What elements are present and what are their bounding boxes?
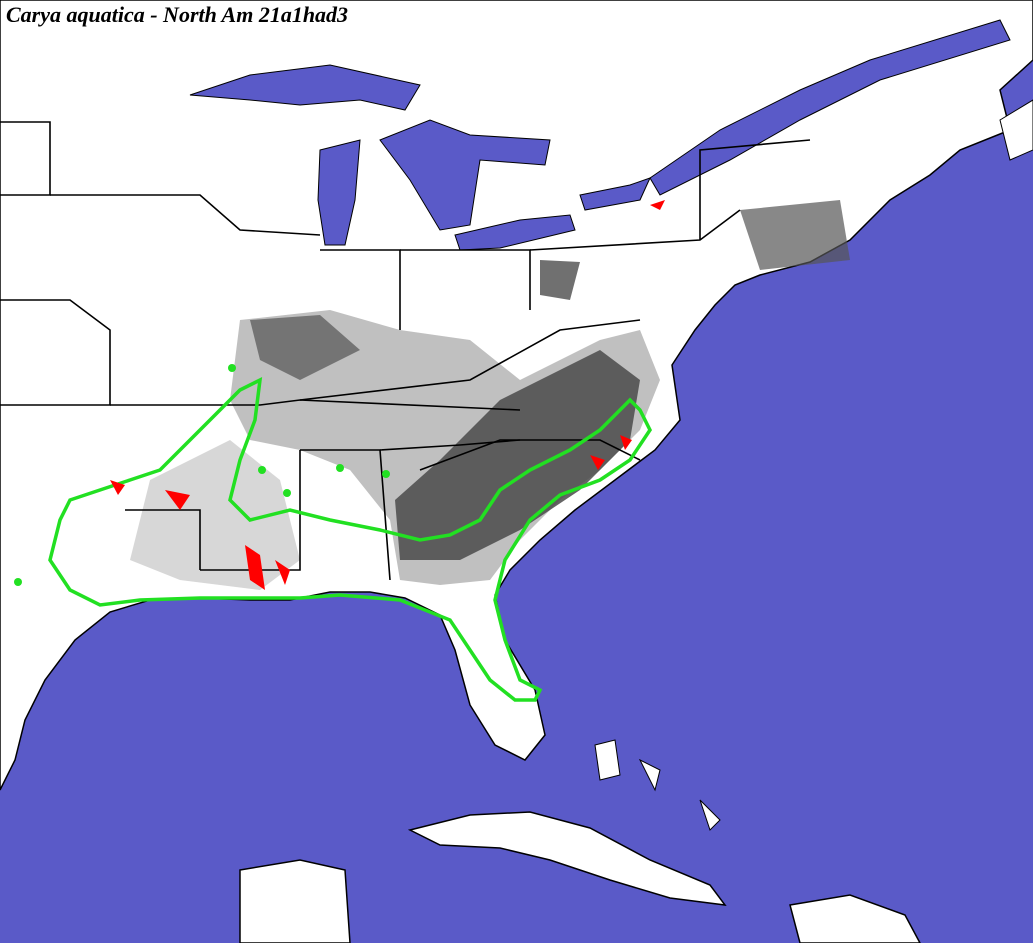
range-outline xyxy=(48,376,653,702)
land-island xyxy=(999,99,1033,161)
habitat-shading xyxy=(130,200,850,590)
range-dots xyxy=(14,364,390,586)
bahamas xyxy=(594,739,721,831)
occurrence-spots xyxy=(110,200,665,590)
hispaniola xyxy=(789,894,921,943)
cuba xyxy=(407,811,727,906)
map-title: Carya aquatica - North Am 21a1had3 xyxy=(6,2,348,27)
yucatan xyxy=(239,859,351,943)
great-lakes xyxy=(189,19,1011,251)
borders xyxy=(0,121,811,581)
